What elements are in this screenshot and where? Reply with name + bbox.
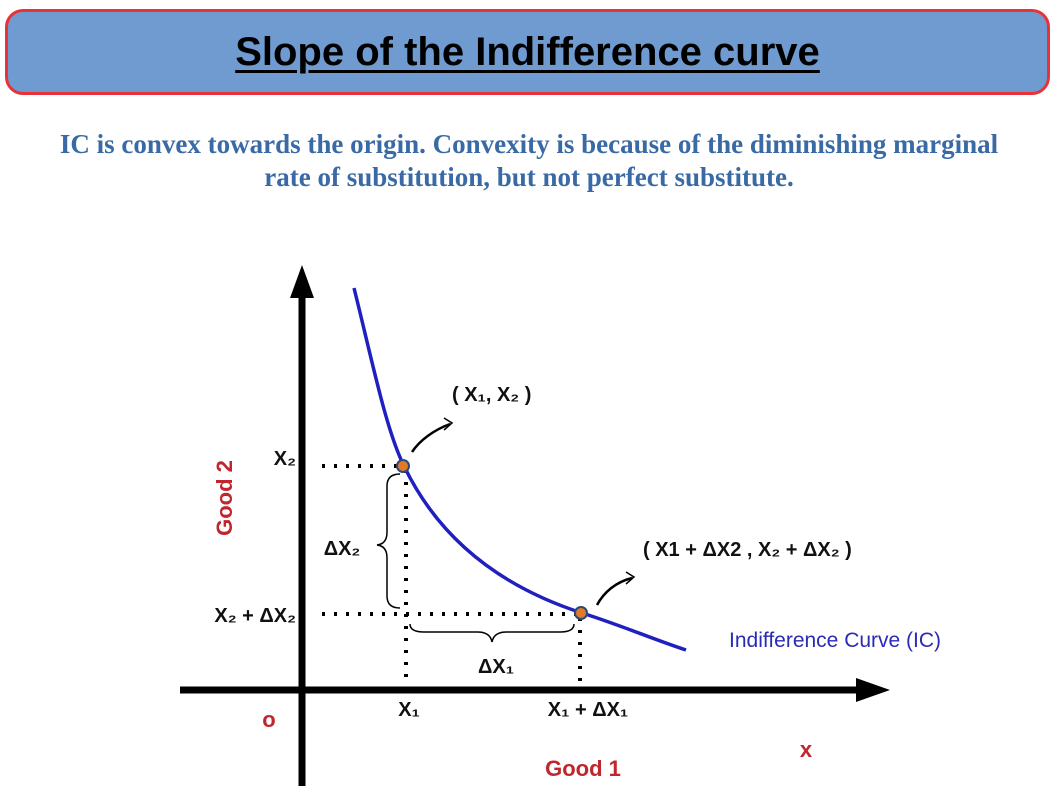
pointer-arrowhead-1 [443, 417, 454, 431]
delta-x1-label: ΔX₁ [478, 656, 514, 678]
subtitle-line-2: rate of substitution, but not perfect su… [264, 162, 794, 192]
subtitle-line-1: IC is convex towards the origin. Convexi… [59, 129, 999, 159]
x-axis-name: Good 1 [545, 756, 621, 781]
delta-x2-brace [376, 473, 401, 609]
indifference-curve [352, 287, 687, 652]
tick-x2-plus: X₂ + ΔX₂ [214, 605, 296, 627]
pointer-arrow-2 [595, 576, 633, 606]
title-banner: Slope of the Indifference curve [5, 9, 1050, 95]
subtitle: IC is convex towards the origin. Convexi… [0, 128, 1058, 194]
point-1 [396, 459, 410, 473]
pointer-arrowhead-2 [625, 571, 636, 585]
point-2 [574, 606, 588, 620]
x-axis-arrow [856, 678, 890, 702]
point-2-label: ( X1 + ΔX2 , X₂ + ΔX₂ ) [643, 539, 852, 561]
tick-x2: X₂ [274, 448, 296, 470]
delta-x2-label: ΔX₂ [324, 538, 361, 560]
delta-x1-brace [409, 623, 575, 643]
origin-label: o [262, 707, 275, 732]
tick-x1-plus: X₁ + ΔX₁ [548, 699, 628, 721]
tick-x1: X₁ [398, 699, 420, 721]
point-1-label: ( X₁, X₂ ) [452, 384, 531, 406]
page-title: Slope of the Indifference curve [235, 29, 820, 74]
curve-label: Indifference Curve (IC) [729, 629, 941, 652]
y-axis-name: Good 2 [212, 460, 237, 536]
y-axis-arrow [290, 265, 314, 298]
x-symbol-label: x [800, 737, 813, 762]
pointer-arrow-1 [410, 422, 451, 453]
